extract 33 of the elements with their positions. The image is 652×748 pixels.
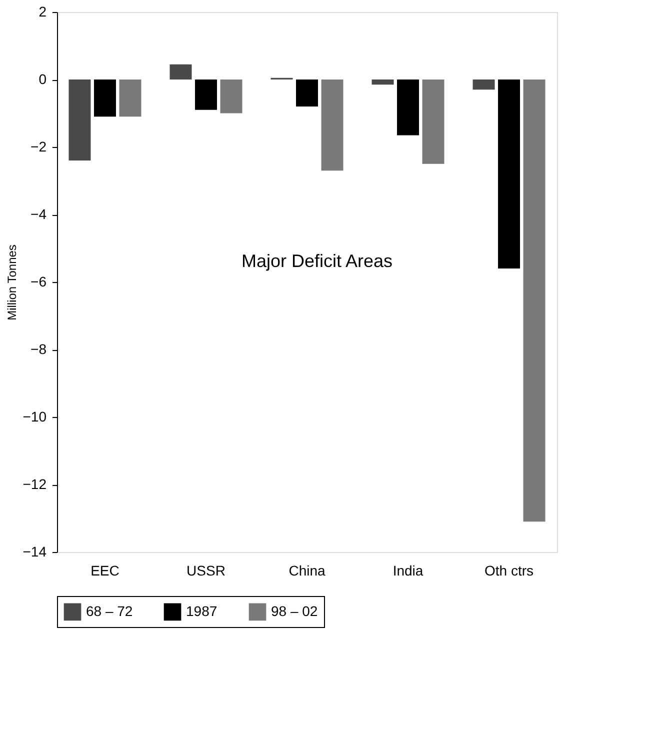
bar (422, 80, 444, 164)
bar (397, 80, 420, 136)
bar (170, 64, 192, 80)
x-tick-label: China (288, 562, 326, 578)
bar (119, 80, 142, 117)
y-tick-label: −10 (22, 408, 47, 424)
legend-label: 1987 (186, 602, 218, 619)
annotation: Major Deficit Areas (241, 251, 393, 271)
bar (321, 80, 344, 171)
bar (220, 80, 242, 114)
y-tick-label: −6 (30, 274, 47, 290)
y-tick-label: 0 (38, 71, 47, 87)
bar (194, 80, 217, 110)
x-tick-label: USSR (186, 562, 226, 578)
y-tick-label: −14 (22, 544, 47, 560)
y-tick-label: −12 (22, 476, 47, 492)
y-tick-label: −2 (30, 138, 47, 154)
bar (523, 80, 546, 522)
bar (296, 80, 318, 106)
bar (94, 80, 116, 117)
x-tick-label: India (392, 562, 424, 578)
y-axis-title: Million Tonnes (4, 244, 19, 320)
y-tick-label: −4 (30, 206, 47, 222)
y-tick-label: 2 (38, 4, 47, 20)
legend-label: 68 – 72 (86, 602, 133, 619)
bar (498, 80, 520, 268)
legend-label: 98 – 02 (271, 602, 318, 619)
x-tick-label: EEC (90, 562, 120, 578)
x-tick-label: Oth ctrs (484, 562, 534, 578)
y-tick-label: −8 (30, 341, 47, 357)
bar (372, 80, 394, 85)
bar (68, 80, 91, 160)
bar (472, 80, 495, 90)
